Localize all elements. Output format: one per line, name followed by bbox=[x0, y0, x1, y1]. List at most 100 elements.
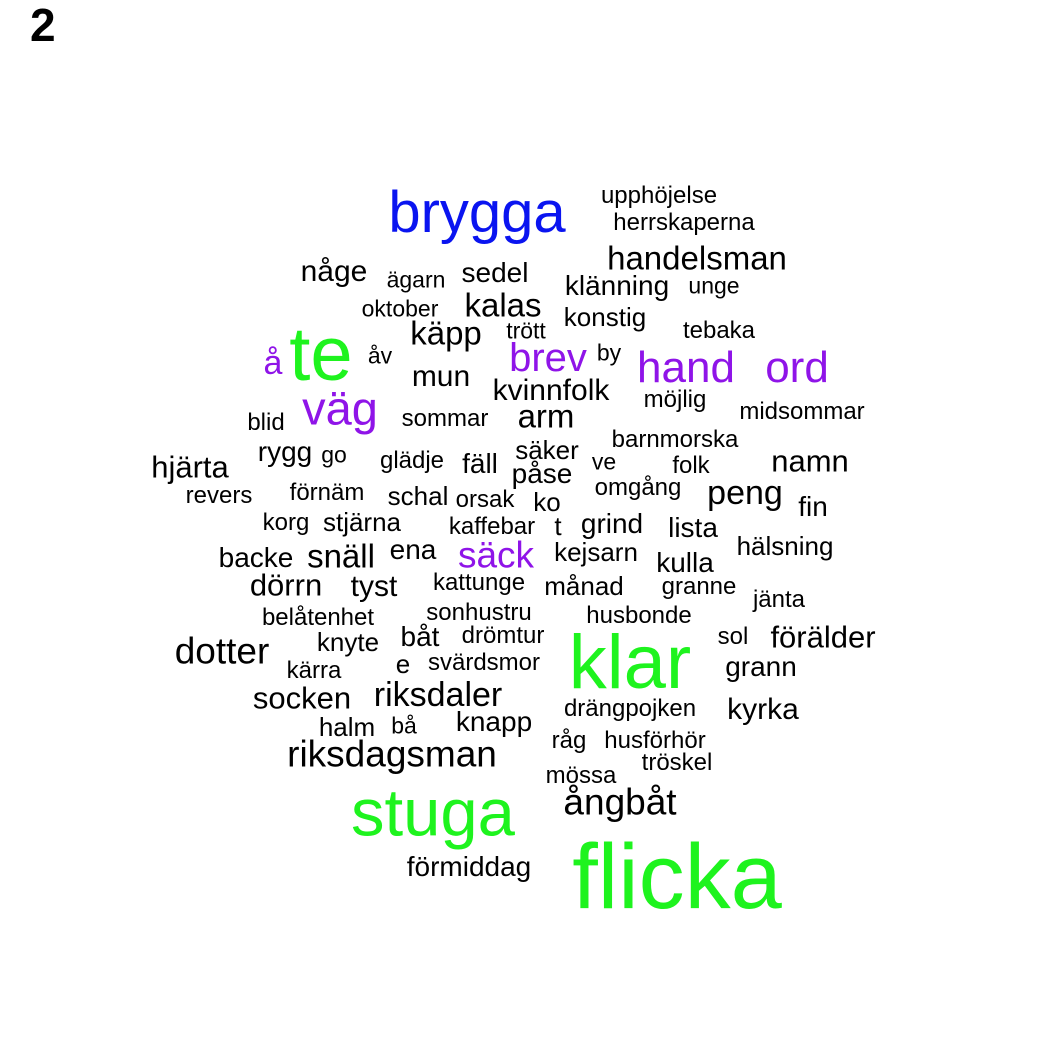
cloud-word: jänta bbox=[752, 586, 806, 613]
cloud-word: säker bbox=[515, 435, 579, 465]
cloud-word: fin bbox=[798, 491, 828, 522]
cloud-word: väg bbox=[302, 381, 378, 435]
cloud-word: trött bbox=[506, 317, 546, 344]
cloud-word: kaffebar bbox=[448, 513, 536, 540]
cloud-word: snäll bbox=[307, 537, 375, 575]
cloud-word: dotter bbox=[174, 630, 270, 672]
cloud-word: handelsman bbox=[607, 239, 787, 277]
cloud-word: husbonde bbox=[586, 602, 692, 629]
cloud-word: bå bbox=[391, 712, 417, 739]
cloud-word: brev bbox=[509, 336, 587, 380]
cloud-word: e bbox=[395, 649, 411, 679]
cloud-word: ångbåt bbox=[563, 781, 677, 823]
cloud-word: dörrn bbox=[249, 567, 323, 603]
cloud-word: kärra bbox=[286, 657, 342, 684]
cloud-word: hand bbox=[637, 343, 735, 392]
cloud-word: oktober bbox=[361, 295, 439, 322]
cloud-word: omgång bbox=[594, 474, 682, 501]
cloud-word: namn bbox=[771, 443, 849, 479]
cloud-word: mun bbox=[411, 360, 471, 393]
cloud-word: sol bbox=[717, 623, 749, 650]
cloud-word: herrskaperna bbox=[613, 209, 755, 236]
panel-label: 2 bbox=[30, 0, 56, 51]
cloud-word: schal bbox=[387, 481, 449, 511]
cloud-word: sedel bbox=[461, 257, 529, 288]
cloud-word: tebaka bbox=[682, 317, 756, 344]
cloud-word: förnäm bbox=[289, 479, 365, 506]
cloud-word: å bbox=[263, 344, 283, 382]
cloud-word: folk bbox=[672, 452, 710, 479]
cloud-word: ägarn bbox=[386, 266, 446, 293]
cloud-word: midsommar bbox=[739, 398, 865, 425]
cloud-word: klar bbox=[568, 620, 692, 705]
cloud-word: revers bbox=[185, 482, 253, 509]
cloud-word: ko bbox=[533, 487, 561, 517]
cloud-word: ord bbox=[765, 343, 829, 392]
cloud-word: by bbox=[596, 339, 622, 366]
cloud-word: riksdagsman bbox=[287, 733, 497, 775]
cloud-word: säck bbox=[457, 534, 535, 576]
cloud-word: fäll bbox=[462, 448, 498, 479]
cloud-word: klänning bbox=[564, 270, 670, 301]
cloud-word: barnmorska bbox=[611, 426, 739, 453]
cloud-word: svärdsmor bbox=[427, 649, 541, 676]
cloud-word: kalas bbox=[464, 286, 542, 324]
cloud-word: stjärna bbox=[322, 507, 402, 537]
cloud-word: någe bbox=[300, 255, 368, 288]
cloud-word: te bbox=[289, 312, 353, 397]
cloud-word: kulla bbox=[656, 547, 714, 578]
cloud-word: tröskel bbox=[641, 749, 713, 776]
cloud-word: förmiddag bbox=[406, 851, 532, 882]
cloud-word: husförhör bbox=[604, 727, 706, 754]
cloud-word: konstig bbox=[563, 302, 647, 332]
cloud-word: knyte bbox=[316, 627, 380, 657]
cloud-word: drömtur bbox=[461, 622, 545, 649]
cloud-word: socken bbox=[252, 680, 352, 716]
cloud-word: arm bbox=[517, 397, 575, 435]
cloud-word: kejsarn bbox=[554, 537, 638, 567]
cloud-word: orsak bbox=[455, 486, 515, 513]
cloud-word: ena bbox=[389, 534, 437, 565]
cloud-word: hälsning bbox=[736, 531, 834, 561]
cloud-word: drängpojken bbox=[563, 695, 697, 722]
cloud-word: kyrka bbox=[727, 693, 799, 726]
cloud-word: lista bbox=[668, 512, 718, 543]
cloud-word: riksdaler bbox=[373, 676, 503, 714]
cloud-word: glädje bbox=[379, 447, 445, 474]
cloud-word: sonhustru bbox=[426, 599, 532, 626]
cloud-word: käpp bbox=[410, 314, 482, 352]
cloud-word: unge bbox=[688, 272, 740, 299]
cloud-word: kattunge bbox=[432, 569, 526, 596]
cloud-word: grann bbox=[725, 651, 797, 682]
cloud-word: ve bbox=[591, 448, 617, 475]
cloud-word: grind bbox=[580, 508, 644, 539]
cloud-word: förälder bbox=[770, 619, 876, 655]
cloud-word: halm bbox=[318, 712, 376, 742]
cloud-word: go bbox=[321, 441, 347, 468]
cloud-word: upphöjelse bbox=[600, 182, 718, 209]
cloud-word: sommar bbox=[401, 405, 489, 432]
cloud-word: blid bbox=[247, 409, 285, 436]
cloud-word: t bbox=[554, 511, 562, 541]
cloud-word: granne bbox=[661, 573, 737, 600]
cloud-word: backe bbox=[218, 542, 294, 573]
cloud-word: råg bbox=[551, 727, 587, 754]
cloud-word: flicka bbox=[572, 826, 782, 928]
cloud-word: påse bbox=[511, 458, 573, 489]
cloud-word: månad bbox=[544, 571, 624, 601]
cloud-word: stuga bbox=[351, 775, 515, 851]
cloud-word: möjlig bbox=[643, 386, 707, 413]
cloud-word: hjärta bbox=[151, 449, 229, 485]
cloud-word: båt bbox=[400, 621, 440, 652]
cloud-word: mössa bbox=[545, 762, 617, 789]
cloud-word: åv bbox=[367, 342, 393, 369]
cloud-word: knapp bbox=[455, 706, 533, 737]
cloud-word: brygga bbox=[388, 180, 566, 245]
cloud-word: peng bbox=[707, 474, 783, 512]
cloud-word: belåtenhet bbox=[261, 604, 375, 631]
cloud-word: korg bbox=[262, 509, 310, 536]
cloud-word: kvinnfolk bbox=[492, 374, 610, 407]
cloud-word: rygg bbox=[257, 436, 313, 467]
cloud-word: tyst bbox=[350, 570, 398, 603]
